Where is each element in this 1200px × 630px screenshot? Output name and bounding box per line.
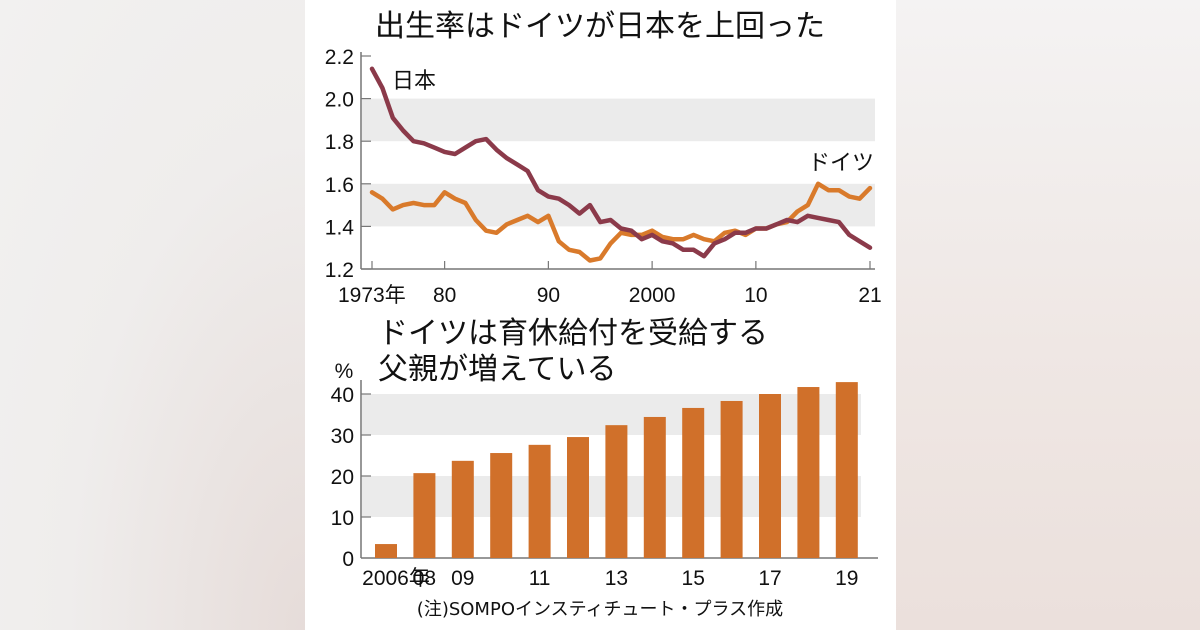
- line-chart-y-tick-label: 1.2: [325, 259, 354, 282]
- series-line-japan: [369, 66, 873, 259]
- bar-chart-x-tick-label: 19: [835, 567, 858, 590]
- bar-chart-x-tick-label: 11: [529, 567, 551, 590]
- line-chart-x-ticks: 1973年 80 90 2000 10 21: [338, 261, 882, 307]
- line-chart-x-tick-label: 21: [858, 284, 881, 307]
- bar-2013: [605, 425, 628, 558]
- bar-2018: [797, 387, 820, 558]
- series-label-japan: 日本: [392, 69, 436, 94]
- bar-2011: [528, 444, 551, 558]
- line-chart-y-tick-label: 2.2: [325, 46, 354, 69]
- bar-2019: [835, 382, 858, 558]
- line-chart-x-tick-label: 80: [433, 284, 456, 307]
- bar-chart-x-tick-label: 15: [682, 567, 705, 590]
- bar-chart-y-tick-label: 0: [342, 548, 354, 571]
- line-chart-y-tick-label: 1.4: [325, 216, 355, 239]
- line-chart-y-tick-label: 2.0: [325, 89, 354, 112]
- bar-2017: [759, 394, 781, 558]
- bar-chart-y-unit: %: [335, 360, 354, 383]
- bar-chart-x-tick-label: 08: [413, 567, 436, 590]
- line-chart-x-tick-label: 90: [537, 284, 560, 307]
- bar-chart-y-tick-label: 30: [331, 425, 354, 448]
- line-chart-bands: [362, 98, 875, 227]
- line-chart: 出生率はドイツが日本を上回った 2.2 2.0 1.8 1.6 1.4 1.2 1973年…: [325, 9, 882, 307]
- line-chart-x-tick-label: 1973年: [338, 284, 406, 307]
- bar-2016: [720, 400, 743, 558]
- bar-chart-x-tick-label: 17: [758, 567, 781, 590]
- bar-chart-y-tick-label: 20: [331, 466, 354, 489]
- line-chart-y-tick-label: 1.8: [325, 131, 354, 154]
- source-note: (注)SOMPOインスティチュート・プラス作成: [417, 599, 783, 620]
- background-left: [0, 0, 305, 630]
- line-chart-band-0: [362, 98, 875, 142]
- bar-2008: [413, 473, 436, 558]
- bar-chart-y-ticks: 40 30 20 10 0: [331, 384, 371, 571]
- line-chart-series: [369, 66, 873, 263]
- bar-chart-y-tick-label: 40: [331, 384, 354, 407]
- line-chart-y-tick-label: 1.6: [325, 174, 354, 197]
- bar-chart-title-line1: ドイツは育休給付を受給する: [378, 316, 768, 351]
- bar-2015: [682, 407, 705, 558]
- bar-2010: [490, 453, 513, 558]
- bar-chart-y-tick-label: 10: [331, 507, 354, 530]
- bar-chart-x-tick-label: 2006年: [362, 567, 430, 590]
- bar-2006: [375, 544, 397, 558]
- bar-2014: [643, 416, 666, 558]
- bar-chart: ドイツは育休給付を受給する 父親が増えている % 40 30 20 10 0 2006年…: [331, 316, 878, 620]
- line-chart-x-tick-label: 2000: [629, 284, 676, 307]
- bar-chart-bars: [375, 382, 858, 558]
- bar-chart-x-tick-label: 09: [451, 567, 474, 590]
- series-label-germany: ドイツ: [808, 151, 874, 176]
- bar-chart-x-tick-label: 13: [605, 567, 628, 590]
- line-chart-title: 出生率はドイツが日本を上回った: [375, 9, 825, 44]
- background-right: [896, 0, 1200, 630]
- line-chart-axes: [360, 52, 875, 270]
- bar-chart-title-line2: 父親が増えている: [378, 352, 617, 387]
- bar-2012: [567, 437, 589, 558]
- bar-2009: [451, 460, 474, 558]
- line-chart-y-ticks: 2.2 2.0 1.8 1.6 1.4 1.2: [325, 46, 371, 282]
- line-chart-x-tick-label: 10: [744, 284, 767, 307]
